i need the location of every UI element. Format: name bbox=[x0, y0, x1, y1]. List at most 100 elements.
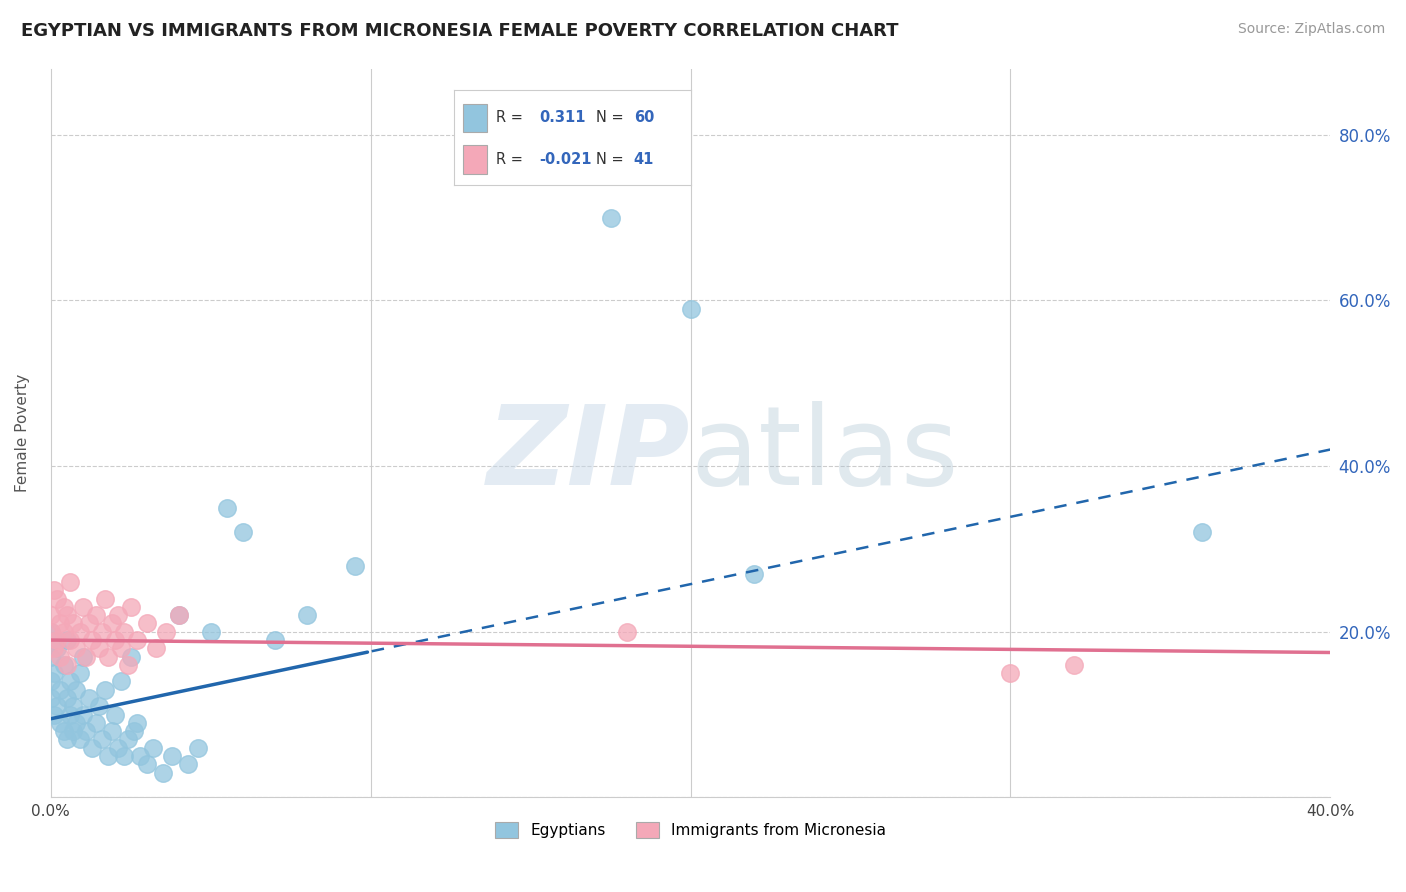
Point bbox=[200, 624, 222, 639]
Point bbox=[39, 649, 62, 664]
Point bbox=[72, 649, 94, 664]
Point bbox=[62, 699, 84, 714]
Point bbox=[39, 624, 62, 639]
Point bbox=[97, 649, 120, 664]
Point bbox=[56, 657, 79, 672]
Point bbox=[72, 707, 94, 722]
Point bbox=[39, 608, 62, 623]
Point bbox=[87, 699, 110, 714]
Point bbox=[49, 715, 72, 730]
Point bbox=[56, 732, 79, 747]
Point bbox=[52, 657, 75, 672]
Point bbox=[65, 682, 87, 697]
Point bbox=[56, 608, 79, 623]
Point bbox=[91, 624, 114, 639]
Point bbox=[87, 641, 110, 656]
Point bbox=[679, 301, 702, 316]
Point bbox=[56, 691, 79, 706]
Point bbox=[120, 649, 142, 664]
Point bbox=[100, 616, 122, 631]
Y-axis label: Female Poverty: Female Poverty bbox=[15, 374, 30, 492]
Point bbox=[49, 616, 72, 631]
Point bbox=[155, 624, 177, 639]
Point bbox=[75, 724, 97, 739]
Point bbox=[56, 633, 79, 648]
Point bbox=[46, 641, 69, 656]
Point bbox=[167, 608, 190, 623]
Point bbox=[75, 649, 97, 664]
Point bbox=[122, 724, 145, 739]
Point bbox=[110, 674, 132, 689]
Point bbox=[62, 724, 84, 739]
Point bbox=[127, 633, 149, 648]
Text: EGYPTIAN VS IMMIGRANTS FROM MICRONESIA FEMALE POVERTY CORRELATION CHART: EGYPTIAN VS IMMIGRANTS FROM MICRONESIA F… bbox=[21, 22, 898, 40]
Point bbox=[72, 599, 94, 614]
Point bbox=[94, 682, 117, 697]
Point bbox=[77, 691, 100, 706]
Point bbox=[167, 608, 190, 623]
Point bbox=[39, 624, 62, 639]
Point bbox=[616, 624, 638, 639]
Point bbox=[145, 641, 167, 656]
Point bbox=[84, 608, 107, 623]
Point bbox=[187, 740, 209, 755]
Point bbox=[69, 732, 91, 747]
Point bbox=[59, 674, 82, 689]
Point bbox=[49, 649, 72, 664]
Point bbox=[69, 624, 91, 639]
Point bbox=[82, 740, 104, 755]
Point bbox=[152, 765, 174, 780]
Point bbox=[59, 633, 82, 648]
Point bbox=[177, 757, 200, 772]
Point bbox=[42, 583, 65, 598]
Point bbox=[112, 749, 135, 764]
Point bbox=[232, 525, 254, 540]
Point bbox=[1191, 525, 1213, 540]
Point bbox=[91, 732, 114, 747]
Point bbox=[100, 724, 122, 739]
Point bbox=[120, 599, 142, 614]
Point bbox=[39, 691, 62, 706]
Point bbox=[46, 699, 69, 714]
Point bbox=[1063, 657, 1085, 672]
Point bbox=[59, 707, 82, 722]
Text: atlas: atlas bbox=[690, 401, 959, 508]
Point bbox=[42, 641, 65, 656]
Point bbox=[84, 715, 107, 730]
Point bbox=[142, 740, 165, 755]
Point bbox=[112, 624, 135, 639]
Point bbox=[744, 566, 766, 581]
Point bbox=[94, 591, 117, 606]
Point bbox=[42, 666, 65, 681]
Point bbox=[42, 707, 65, 722]
Point bbox=[263, 633, 285, 648]
Point bbox=[82, 633, 104, 648]
Point bbox=[59, 575, 82, 590]
Point bbox=[129, 749, 152, 764]
Point bbox=[77, 616, 100, 631]
Point bbox=[39, 674, 62, 689]
Point bbox=[65, 641, 87, 656]
Point bbox=[295, 608, 318, 623]
Point bbox=[52, 624, 75, 639]
Point bbox=[1000, 666, 1022, 681]
Point bbox=[135, 616, 157, 631]
Point bbox=[52, 599, 75, 614]
Point bbox=[117, 732, 139, 747]
Point bbox=[52, 724, 75, 739]
Legend: Egyptians, Immigrants from Micronesia: Egyptians, Immigrants from Micronesia bbox=[489, 816, 893, 845]
Point bbox=[65, 715, 87, 730]
Point bbox=[104, 707, 127, 722]
Point bbox=[162, 749, 184, 764]
Point bbox=[104, 633, 127, 648]
Point bbox=[110, 641, 132, 656]
Point bbox=[107, 608, 129, 623]
Point bbox=[46, 591, 69, 606]
Point bbox=[343, 558, 366, 573]
Point bbox=[107, 740, 129, 755]
Point bbox=[49, 682, 72, 697]
Point bbox=[599, 211, 621, 225]
Point bbox=[215, 500, 238, 515]
Point bbox=[127, 715, 149, 730]
Point bbox=[46, 633, 69, 648]
